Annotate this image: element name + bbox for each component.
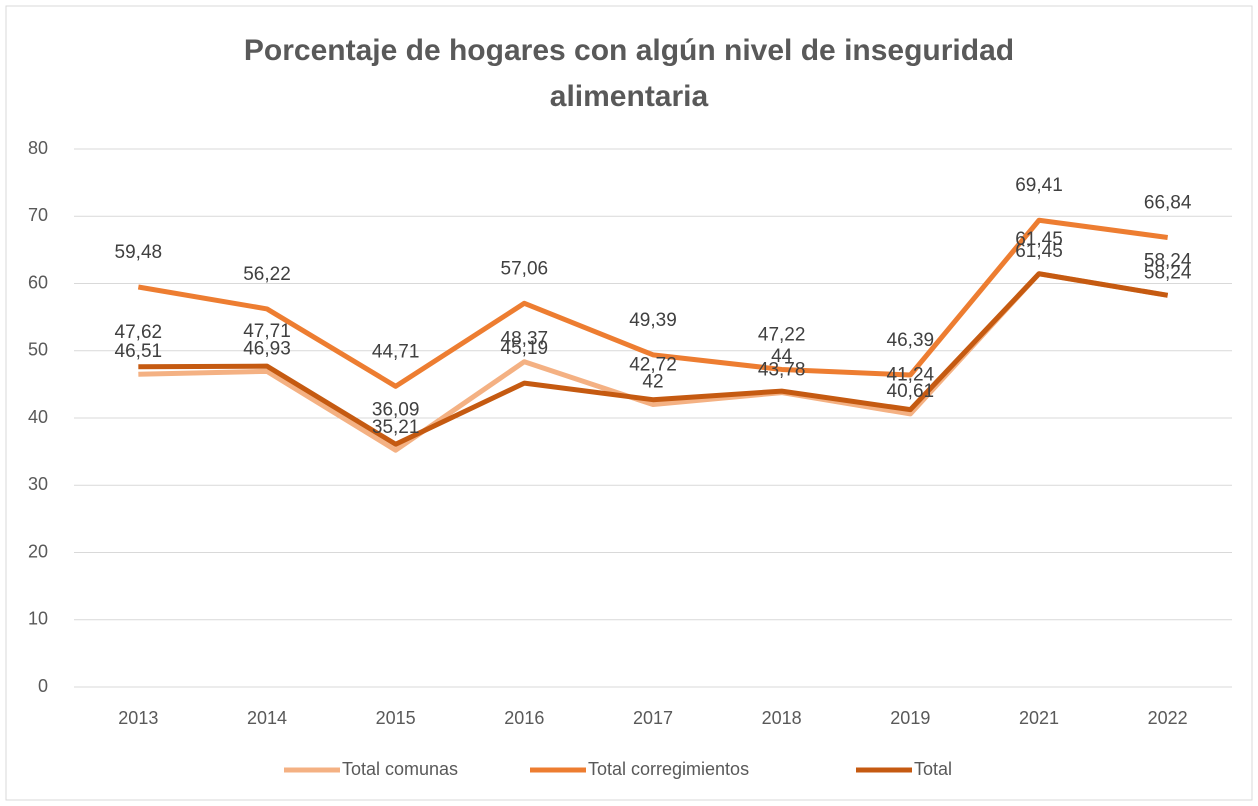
x-tick-label: 2017 [633,708,673,728]
data-label: 42,72 [629,355,677,376]
data-label: 43,78 [758,360,806,381]
x-tick-label: 2014 [247,708,287,728]
data-label: 58,24 [1144,250,1192,271]
data-label: 47,62 [115,322,163,343]
x-tick-label: 2021 [1019,708,1059,728]
x-tick-label: 2022 [1148,708,1188,728]
data-label: 47,22 [758,324,806,345]
data-label: 57,06 [501,258,549,279]
data-label: 49,39 [629,310,677,331]
data-label: 61,45 [1015,229,1063,250]
y-tick-label: 70 [28,205,48,225]
data-label: 45,19 [501,338,549,359]
legend-label: Total corregimientos [588,759,749,779]
y-tick-label: 60 [28,272,48,292]
series-line [138,271,1169,447]
data-label: 48,37 [501,329,549,350]
legend-label: Total comunas [342,759,458,779]
data-label: 36,09 [372,399,420,420]
data-label: 47,71 [243,321,291,342]
y-tick-label: 80 [28,138,48,158]
data-label: 44,71 [372,341,420,362]
x-tick-label: 2016 [504,708,544,728]
y-tick-label: 40 [28,407,48,427]
data-label: 46,51 [115,341,163,362]
chart-border [5,5,1253,801]
data-label: 56,22 [243,264,291,285]
data-label: 59,48 [115,242,163,263]
data-label: 61,45 [1015,241,1063,262]
x-tick-label: 2015 [376,708,416,728]
data-label: 58,24 [1144,262,1192,283]
data-label: 66,84 [1144,193,1192,214]
data-label: 44 [771,346,793,367]
chart-title: Porcentaje de hogares con algún nivel de… [243,34,1015,113]
x-tick-label: 2018 [762,708,802,728]
data-label: 46,93 [243,338,291,359]
data-label: 42 [642,372,663,393]
data-label: 46,39 [887,330,935,351]
y-tick-label: 30 [28,474,48,494]
x-tick-label: 2019 [890,708,930,728]
x-tick-label: 2013 [118,708,158,728]
series-line [137,217,1169,389]
y-tick-label: 20 [28,541,48,561]
y-tick-label: 50 [28,340,48,360]
data-label: 35,21 [372,417,420,438]
y-tick-label: 10 [28,609,48,629]
legend-label: Total [914,759,952,779]
data-label: 41,24 [887,365,935,386]
data-label: 40,61 [887,381,935,402]
y-tick-label: 0 [38,676,48,696]
data-label: 69,41 [1015,175,1063,196]
